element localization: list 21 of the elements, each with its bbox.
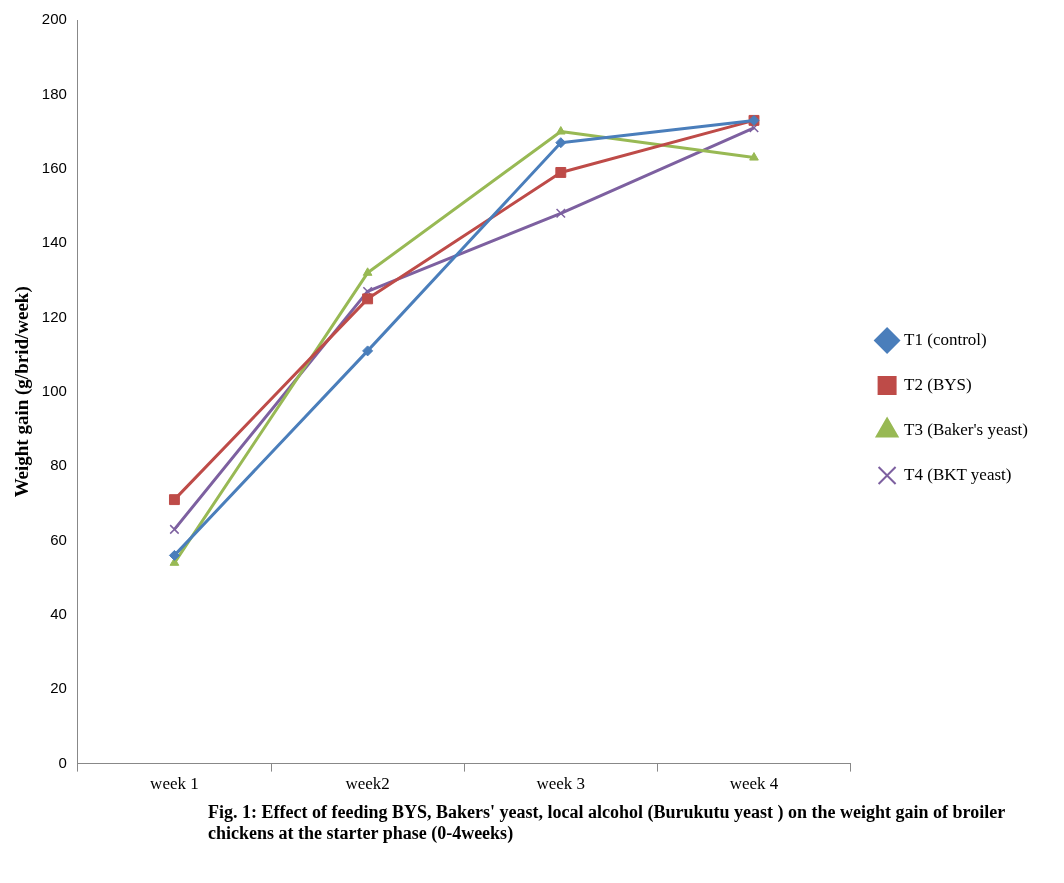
y-tick-label: 40 — [50, 605, 67, 623]
y-tick-label: 20 — [50, 679, 67, 697]
y-tick-label: 200 — [41, 10, 67, 28]
legend-label: T4 (BKT yeast) — [904, 464, 1012, 484]
x-tick-label: week2 — [345, 774, 390, 794]
y-tick-label: 120 — [41, 307, 67, 325]
y-tick-label: 0 — [58, 753, 67, 771]
y-tick-label: 140 — [41, 233, 67, 251]
y-tick-label: 80 — [50, 456, 67, 474]
x-tick-label: week 1 — [150, 774, 199, 794]
caption: Fig. 1: Effect of feeding BYS, Bakers' yeast, local alcohol (Burukutu yeast ) on the weight gain of broiler chickens at the starter phase (0-4weeks) — [207, 801, 1006, 844]
legend-label: T3 (Baker's yeast) — [904, 419, 1028, 439]
y-tick-label: 60 — [50, 530, 67, 548]
y-tick-label: 160 — [41, 158, 67, 176]
y-tick-label: 100 — [41, 381, 67, 399]
legend-label: T2 (BYS) — [904, 374, 972, 394]
y-axis-title: Weight gain (g/brid/week) — [11, 286, 34, 498]
y-tick-label: 180 — [41, 84, 67, 102]
legend-label: T1 (control) — [904, 329, 987, 349]
x-tick-label: week 4 — [729, 774, 779, 794]
x-tick-label: week 3 — [536, 774, 586, 794]
